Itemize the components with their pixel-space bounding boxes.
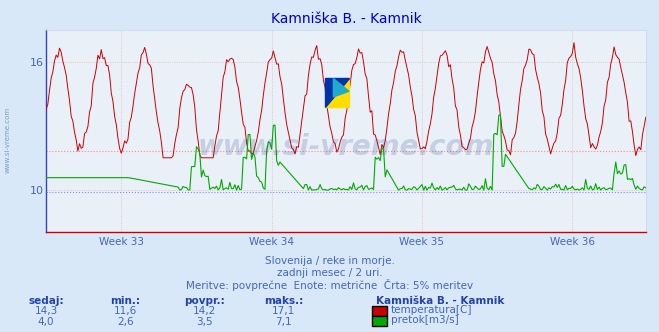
Text: 14,3: 14,3 <box>34 306 58 316</box>
Title: Kamniška B. - Kamnik: Kamniška B. - Kamnik <box>271 12 421 26</box>
Polygon shape <box>325 78 349 107</box>
Text: zadnji mesec / 2 uri.: zadnji mesec / 2 uri. <box>277 268 382 278</box>
Text: povpr.:: povpr.: <box>184 296 225 306</box>
Polygon shape <box>333 78 349 97</box>
Text: temperatura[C]: temperatura[C] <box>391 305 473 315</box>
Text: 4,0: 4,0 <box>38 317 55 327</box>
Text: 11,6: 11,6 <box>113 306 137 316</box>
Text: min.:: min.: <box>110 296 140 306</box>
Text: Kamniška B. - Kamnik: Kamniška B. - Kamnik <box>376 296 504 306</box>
Text: 17,1: 17,1 <box>272 306 295 316</box>
Text: sedaj:: sedaj: <box>28 296 64 306</box>
Text: www.si-vreme.com: www.si-vreme.com <box>5 106 11 173</box>
Text: maks.:: maks.: <box>264 296 303 306</box>
Text: 2,6: 2,6 <box>117 317 134 327</box>
Text: Slovenija / reke in morje.: Slovenija / reke in morje. <box>264 256 395 266</box>
Text: pretok[m3/s]: pretok[m3/s] <box>391 315 459 325</box>
Polygon shape <box>325 78 349 107</box>
Text: 3,5: 3,5 <box>196 317 213 327</box>
Text: Meritve: povprečne  Enote: metrične  Črta: 5% meritev: Meritve: povprečne Enote: metrične Črta:… <box>186 279 473 291</box>
Text: 7,1: 7,1 <box>275 317 292 327</box>
Text: 14,2: 14,2 <box>192 306 216 316</box>
Text: www.si-vreme.com: www.si-vreme.com <box>198 133 494 161</box>
